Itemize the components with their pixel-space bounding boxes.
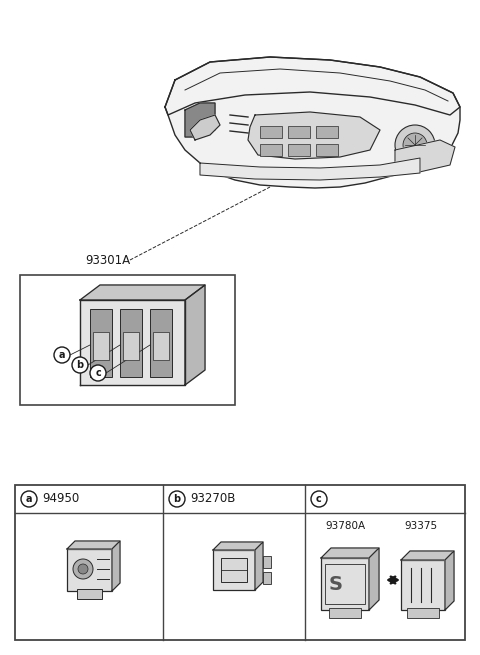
Circle shape	[169, 491, 185, 507]
Bar	[20, 275, 235, 405]
Polygon shape	[395, 140, 455, 173]
Circle shape	[78, 564, 88, 574]
Bar	[67, 549, 112, 591]
Bar	[263, 572, 271, 584]
Polygon shape	[185, 285, 205, 385]
Polygon shape	[200, 158, 420, 180]
Text: c: c	[95, 368, 101, 378]
Text: S: S	[329, 574, 343, 593]
Polygon shape	[321, 548, 379, 558]
Bar	[77, 589, 102, 599]
Bar	[316, 126, 338, 138]
Bar	[260, 144, 282, 156]
Circle shape	[395, 125, 435, 165]
Text: a: a	[59, 350, 65, 360]
Bar	[15, 485, 465, 640]
Bar	[263, 556, 271, 568]
Polygon shape	[213, 542, 263, 550]
Circle shape	[90, 365, 106, 381]
Text: b: b	[173, 494, 180, 504]
Bar	[90, 309, 112, 377]
Circle shape	[54, 347, 70, 363]
Text: 93375: 93375	[405, 521, 438, 531]
Bar	[123, 332, 139, 360]
Text: 93780A: 93780A	[325, 521, 365, 531]
Bar	[213, 550, 255, 590]
Polygon shape	[165, 57, 460, 188]
Polygon shape	[80, 300, 185, 385]
Bar	[260, 126, 282, 138]
Polygon shape	[190, 115, 220, 140]
Polygon shape	[185, 103, 215, 137]
Bar	[288, 126, 310, 138]
Bar	[321, 558, 369, 610]
Polygon shape	[248, 112, 380, 159]
Polygon shape	[80, 285, 205, 300]
Bar	[316, 144, 338, 156]
Text: 93270B: 93270B	[190, 493, 235, 506]
Circle shape	[72, 357, 88, 373]
Bar	[150, 309, 172, 377]
Bar	[120, 309, 142, 377]
Bar	[153, 332, 169, 360]
Text: 94950: 94950	[42, 493, 79, 506]
Bar	[288, 144, 310, 156]
Bar	[93, 332, 109, 360]
Text: a: a	[26, 494, 32, 504]
Circle shape	[21, 491, 37, 507]
Text: b: b	[76, 360, 84, 370]
Text: c: c	[316, 494, 322, 504]
Bar	[329, 608, 361, 618]
Polygon shape	[445, 551, 454, 610]
Circle shape	[403, 133, 427, 157]
Circle shape	[73, 559, 93, 579]
Polygon shape	[401, 551, 454, 560]
Circle shape	[311, 491, 327, 507]
Polygon shape	[255, 542, 263, 590]
Polygon shape	[369, 548, 379, 610]
Polygon shape	[112, 541, 120, 591]
Bar	[401, 560, 445, 610]
Text: 93301A: 93301A	[85, 254, 130, 267]
Bar	[325, 564, 365, 604]
Polygon shape	[67, 541, 120, 549]
Bar	[407, 608, 439, 618]
Bar	[221, 558, 247, 582]
